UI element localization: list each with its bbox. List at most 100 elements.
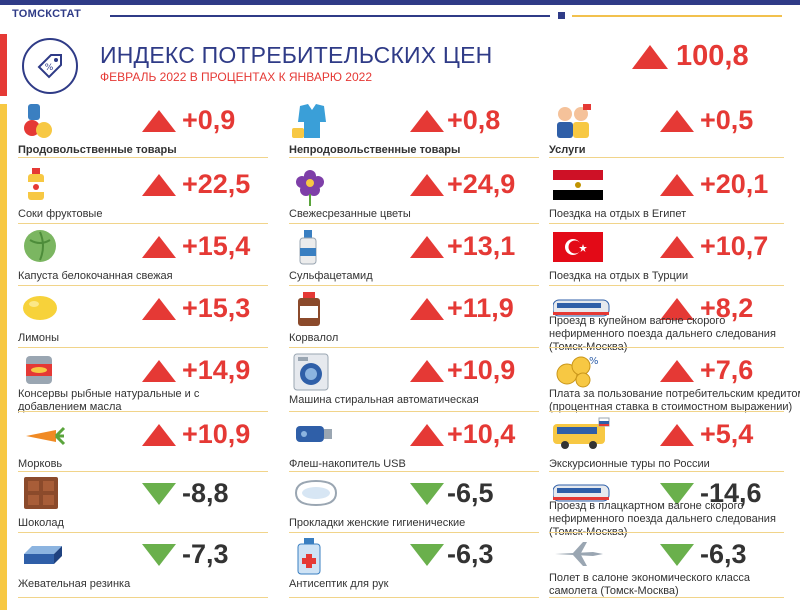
- food-icon: [22, 102, 82, 149]
- up-arrow-icon: [410, 236, 444, 258]
- item-label: Жевательная резинка: [18, 578, 131, 590]
- index-value: +0,8: [447, 105, 501, 135]
- services-people-icon: [553, 102, 613, 149]
- row-separator: [549, 157, 784, 158]
- index-value: +15,3: [182, 293, 251, 323]
- turkey-flag-icon: [553, 228, 613, 275]
- index-value: +24,9: [447, 169, 516, 199]
- item-label: Сульфацетамид: [289, 270, 373, 282]
- carrot-icon: [22, 416, 82, 463]
- canned-fish-icon: [22, 352, 82, 399]
- item-label: Соки фруктовые: [18, 208, 103, 220]
- row-separator: [289, 347, 539, 348]
- row-separator: [18, 223, 268, 224]
- item-label: Непродовольственные товары: [289, 144, 461, 156]
- up-arrow-icon: [410, 424, 444, 446]
- index-value: +22,5: [182, 169, 251, 199]
- item-label: Машина стиральная автоматическая: [289, 394, 479, 406]
- item-label: Свежесрезанные цветы: [289, 208, 411, 220]
- item-label: нефирменного поезда дальнего следования: [549, 328, 776, 340]
- item-label: Проезд в купейном вагоне скорого: [549, 315, 726, 327]
- row-separator: [549, 411, 784, 412]
- svg-text:%: %: [45, 63, 54, 73]
- item-label: Поездка на отдых в Египет: [549, 208, 687, 220]
- flower-icon: [292, 166, 352, 213]
- up-arrow-icon: [142, 110, 176, 132]
- overall-up-arrow-icon: [632, 45, 668, 69]
- item-label: Шоколад: [18, 517, 64, 529]
- cabbage-icon: [22, 228, 82, 275]
- index-value: +10,4: [447, 419, 516, 449]
- index-value: +7,6: [700, 355, 754, 385]
- eye-drops-icon: [292, 228, 352, 275]
- item-label: Проезд в плацкартном вагоне скорого: [549, 500, 744, 512]
- price-tag-icon: %: [22, 38, 78, 94]
- antiseptic-icon: [292, 536, 352, 583]
- index-value: -6,5: [447, 478, 494, 508]
- airplane-icon: [553, 536, 613, 583]
- row-separator: [18, 411, 268, 412]
- down-arrow-icon: [410, 483, 444, 505]
- top-bar: [0, 0, 800, 5]
- chocolate-icon: [22, 475, 82, 522]
- item-label: Лимоны: [18, 332, 60, 344]
- item-label: Поездка на отдых в Турции: [549, 270, 689, 282]
- down-arrow-icon: [142, 483, 176, 505]
- lemon-icon: [22, 290, 82, 337]
- medicine-bottle-icon: [292, 290, 352, 337]
- row-separator: [289, 157, 539, 158]
- row-separator: [18, 285, 268, 286]
- index-value: +8,2: [700, 293, 754, 323]
- up-arrow-icon: [660, 424, 694, 446]
- row-separator: [18, 532, 268, 533]
- row-separator: [549, 347, 784, 348]
- item-label: Экскурсионные туры по России: [549, 458, 710, 470]
- item-label: Консервы рыбные натуральные и с: [18, 388, 200, 400]
- pad-icon: [292, 475, 352, 522]
- index-value: +11,9: [447, 293, 514, 323]
- item-label: Флеш-накопитель USB: [289, 458, 406, 470]
- row-separator: [18, 597, 268, 598]
- item-label: Антисептик для рук: [289, 578, 389, 590]
- row-separator: [549, 223, 784, 224]
- row-separator: [18, 471, 268, 472]
- item-label: Продовольственные товары: [18, 144, 177, 156]
- item-label: самолета (Томск-Москва): [549, 585, 679, 597]
- up-arrow-icon: [660, 236, 694, 258]
- tour-bus-icon: [553, 416, 613, 463]
- header-accent-bar: [0, 34, 7, 96]
- train-icon: [552, 290, 613, 337]
- row-separator: [549, 285, 784, 286]
- index-value: -7,3: [182, 539, 229, 569]
- page-title: ИНДЕКС ПОТРЕБИТЕЛЬСКИХ ЦЕН: [100, 42, 493, 68]
- index-value: +10,9: [447, 355, 516, 385]
- page-subtitle: ФЕВРАЛЬ 2022 В ПРОЦЕНТАХ К ЯНВАРЮ 2022: [100, 70, 372, 84]
- index-value: +20,1: [700, 169, 769, 199]
- row-separator: [289, 411, 539, 412]
- up-arrow-icon: [142, 424, 176, 446]
- brand-divider-gold: [572, 15, 782, 17]
- index-value: +0,5: [700, 105, 754, 135]
- overall-index-value: 100,8: [676, 40, 749, 72]
- item-label: (процентная ставка в стоимостном выражен…: [549, 401, 793, 413]
- row-separator: [289, 471, 539, 472]
- brand-divider-square: [558, 12, 565, 19]
- index-value: -8,8: [182, 478, 229, 508]
- index-value: +0,9: [182, 105, 236, 135]
- row-separator: [18, 157, 268, 158]
- index-value: +10,7: [700, 231, 769, 261]
- juice-bottle-icon: [22, 166, 82, 213]
- up-arrow-icon: [410, 298, 444, 320]
- item-label: Полет в салоне экономического класса: [549, 572, 750, 584]
- down-arrow-icon: [660, 483, 694, 505]
- up-arrow-icon: [410, 360, 444, 382]
- index-value: +10,9: [182, 419, 251, 449]
- up-arrow-icon: [142, 298, 176, 320]
- up-arrow-icon: [410, 174, 444, 196]
- item-label: Услуги: [549, 144, 586, 156]
- coins-icon: %: [553, 352, 613, 399]
- row-separator: [18, 347, 268, 348]
- down-arrow-icon: [142, 544, 176, 566]
- content-accent-bar: [0, 104, 7, 610]
- egypt-flag-icon: [553, 166, 613, 213]
